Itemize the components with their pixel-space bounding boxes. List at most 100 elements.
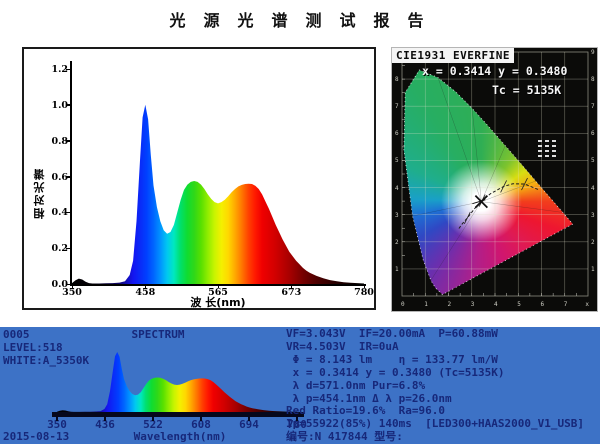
white-point-marker <box>474 195 489 209</box>
mini-spectrum-title: SPECTRUM <box>131 328 185 341</box>
cie-y-digit: 3 <box>395 211 399 219</box>
y-tick-label: 0.0 <box>51 279 68 290</box>
cie-x-digit: 2 <box>447 301 452 308</box>
reading-line: VR=4.503V IR=0uA <box>286 339 399 353</box>
cie-x-digit: 1 <box>424 301 428 308</box>
cie-overlay <box>401 51 589 297</box>
mini-x-tick-mark <box>104 417 106 421</box>
cie-iso-temp-tick <box>500 180 507 193</box>
y-tick-label: 0.8 <box>51 135 68 147</box>
cie-spectral-locus-outline <box>403 69 574 296</box>
y-tick-label: 1.2 <box>51 64 68 75</box>
cie-x-digit: 7 <box>563 301 568 308</box>
x-tick-mark <box>363 284 365 288</box>
reading-line: Φ = 8.143 lm η = 133.77 lm/W <box>286 352 498 366</box>
cie-y-digit: 4 <box>591 184 595 192</box>
cie-x-digit: 5 <box>517 301 521 308</box>
reading-line: 编号:N 417844 型号: <box>286 430 403 444</box>
reading-line: λ d=571.0nm Pur=6.8% <box>286 378 426 392</box>
cie-x-digit: x <box>585 301 589 308</box>
cie1931-diagram: 01234567x112233445566778899 CIE1931 EVER… <box>391 47 598 312</box>
cie-y-digit: 8 <box>591 76 595 84</box>
x-tick-mark <box>290 284 293 288</box>
y-tick-mark <box>66 104 71 106</box>
x-tick-label: 458 <box>135 287 156 298</box>
cie-y-digit: 2 <box>591 238 595 246</box>
cie-x-digit: 6 <box>540 301 545 308</box>
white-point-marker <box>472 199 486 205</box>
cie-wavelength-line <box>481 145 506 202</box>
mini-x-tick-label: 436 <box>95 418 115 431</box>
reading-line: λ p=454.1nm Δ λ p=26.0nm <box>286 391 452 405</box>
y-tick-mark <box>66 283 71 285</box>
y-axis-label: 相对光谱 <box>33 167 46 219</box>
cie-iso-temp-tick <box>463 211 471 225</box>
x-tick-label: 780 <box>354 287 374 298</box>
cie-y-digit: 1 <box>395 265 399 273</box>
cie-y-digit: 1 <box>591 265 595 273</box>
cie-legend-mark <box>538 155 542 157</box>
y-axis-line <box>70 61 72 286</box>
mini-x-tick-label: 694 <box>239 418 259 431</box>
y-tick-mark <box>66 176 71 178</box>
cie-y-digit: 4 <box>395 184 399 192</box>
mini-x-tick-mark <box>200 417 202 421</box>
cie-wavelength-line <box>471 108 482 202</box>
mini-x-tick-mark <box>56 417 58 421</box>
white-mode-readout: WHITE:A_5350K <box>3 354 90 367</box>
cie-legend-mark <box>538 150 542 152</box>
cie-legend-mark <box>552 155 556 157</box>
x-tick-label: 565 <box>208 287 228 298</box>
y-tick-mark <box>66 211 71 214</box>
cie-x-digit: 3 <box>470 301 475 308</box>
record-id: 0005 <box>3 328 30 341</box>
y-tick-label: 0.4 <box>51 207 68 219</box>
cie-y-digit: 6 <box>395 130 399 138</box>
y-tick-label: 1.0 <box>51 99 68 111</box>
page-title: 光 源 光 谱 测 试 报 告 <box>169 13 431 30</box>
cie-wavelength-line <box>481 180 536 202</box>
x-tick-mark <box>71 284 73 288</box>
y-tick-mark <box>66 140 71 142</box>
mini-x-tick-label: 350 <box>47 418 67 431</box>
mini-x-tick-label: 608 <box>191 418 211 431</box>
y-tick-label: 0.6 <box>51 171 68 183</box>
reading-line: Ip=55922(85%) 140ms [LED300+HAAS2000_V1_… <box>286 417 585 431</box>
cie-legend-mark <box>545 140 549 142</box>
cie-y-digit: 6 <box>591 130 595 138</box>
reading-line: VF=3.043V IF=20.00mA P=60.88mW <box>286 327 498 340</box>
mini-spectrum-baseline <box>52 412 304 417</box>
cie-x-digit: 0 <box>401 301 405 308</box>
cie-planckian-locus <box>457 183 539 231</box>
x-tick-label: 673 <box>281 287 302 298</box>
cie-y-digit: 5 <box>591 157 595 165</box>
cie-wavelength-line <box>430 201 482 281</box>
mini-x-tick-mark <box>248 417 250 421</box>
level-readout: LEVEL:518 <box>3 341 63 354</box>
cie-y-digit: 7 <box>395 103 399 111</box>
cie-legend-mark <box>545 155 549 157</box>
measurement-readings: VF=3.043V IF=20.00mA P=60.88mW VR=4.503V … <box>286 327 585 444</box>
instrument-panel: 0005 LEVEL:518 WHITE:A_5350K SPECTRUM 35… <box>0 327 600 444</box>
measurement-date: 2015-08-13 <box>3 430 70 443</box>
x-axis-label: 波 长(nm) <box>190 296 246 309</box>
cie-legend-mark <box>538 145 542 147</box>
mini-x-axis-label: Wavelength(nm) <box>133 430 227 443</box>
y-tick-mark <box>66 68 71 70</box>
mini-spectrum-curve <box>57 351 297 412</box>
cie-legend-mark <box>538 140 542 142</box>
cie-y-digit: 9 <box>591 49 595 56</box>
mini-x-tick-mark <box>152 417 154 421</box>
mini-x-tick-label: 780 <box>287 418 307 431</box>
mini-x-tick-label: 522 <box>143 418 163 431</box>
cie-wavelength-line <box>437 77 482 202</box>
cie-tc-readout: Tc = 5135K <box>492 83 562 97</box>
reading-line: Red Ratio=19.6% Ra=96.0 <box>286 404 445 418</box>
y-tick-label: 0.2 <box>51 243 68 255</box>
cie-legend-mark <box>552 145 556 147</box>
x-tick-mark <box>144 284 147 288</box>
cie-legend-mark <box>545 145 549 147</box>
cie-y-digit: 2 <box>395 238 399 246</box>
reading-line: x = 0.3414 y = 0.3480 (Tc=5135K) <box>286 365 505 379</box>
